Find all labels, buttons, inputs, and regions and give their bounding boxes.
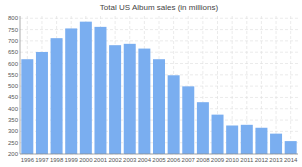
x-tick-label: 2012 xyxy=(255,157,269,163)
x-grid-line xyxy=(290,16,291,154)
x-tick-label: 2002 xyxy=(108,157,122,163)
x-tick-label: 2000 xyxy=(79,157,93,163)
x-tick-label: 1998 xyxy=(50,157,64,163)
x-tick-label: 2011 xyxy=(240,157,254,163)
bar xyxy=(51,38,63,154)
grid xyxy=(20,16,298,154)
y-tick-label: 800 xyxy=(8,15,19,21)
x-tick-label: 2007 xyxy=(182,157,196,163)
bar xyxy=(241,125,253,154)
y-tick-label: 650 xyxy=(8,49,19,55)
bar xyxy=(124,44,136,154)
y-tick-label: 450 xyxy=(8,94,19,100)
y-tick-label: 300 xyxy=(8,128,19,134)
chart-svg: Total US Album sales (in millions)200250… xyxy=(0,0,302,167)
y-tick-label: 400 xyxy=(8,106,19,112)
bar xyxy=(80,22,92,154)
bar xyxy=(36,52,48,154)
x-tick-label: 2008 xyxy=(196,157,210,163)
bar xyxy=(285,141,297,154)
bar xyxy=(182,86,194,154)
y-tick-label: 350 xyxy=(8,117,19,123)
y-tick-label: 600 xyxy=(8,61,19,67)
y-grid-line xyxy=(20,154,298,155)
x-tick-label: 1999 xyxy=(65,157,79,163)
x-tick-label: 1997 xyxy=(35,157,49,163)
title: Total US Album sales (in millions) xyxy=(100,3,219,12)
x-tick-label: 2004 xyxy=(138,157,152,163)
bar xyxy=(270,134,282,154)
bar xyxy=(226,125,238,154)
y-tick-label: 550 xyxy=(8,72,19,78)
y-axis-line xyxy=(20,16,21,154)
y-grid-line xyxy=(20,29,298,30)
bar xyxy=(168,75,180,154)
y-tick-label: 750 xyxy=(8,27,19,33)
bar xyxy=(109,45,121,154)
x-tick-label: 1996 xyxy=(21,157,35,163)
chart-container: Total US Album sales (in millions)200250… xyxy=(0,0,302,167)
bar xyxy=(21,59,33,154)
bar xyxy=(197,102,209,154)
bar xyxy=(65,28,77,154)
x-grid-line xyxy=(276,16,277,154)
bar xyxy=(153,59,165,154)
y-tick-label: 700 xyxy=(8,38,19,44)
x-axis-line xyxy=(20,154,298,155)
bars xyxy=(21,22,296,154)
bar xyxy=(212,115,224,154)
bar xyxy=(94,27,106,154)
x-tick-label: 2003 xyxy=(123,157,137,163)
x-tick-label: 2013 xyxy=(269,157,283,163)
x-tick-label: 2009 xyxy=(211,157,225,163)
y-tick-label: 250 xyxy=(8,140,19,146)
x-tick-label: 2014 xyxy=(284,157,298,163)
bar xyxy=(138,49,150,154)
x-tick-label: 2006 xyxy=(167,157,181,163)
bar xyxy=(255,128,267,154)
y-tick-label: 500 xyxy=(8,83,19,89)
x-tick-label: 2010 xyxy=(225,157,239,163)
y-tick-label: 200 xyxy=(8,151,19,157)
x-tick-label: 2001 xyxy=(94,157,108,163)
x-tick-label: 2005 xyxy=(152,157,166,163)
